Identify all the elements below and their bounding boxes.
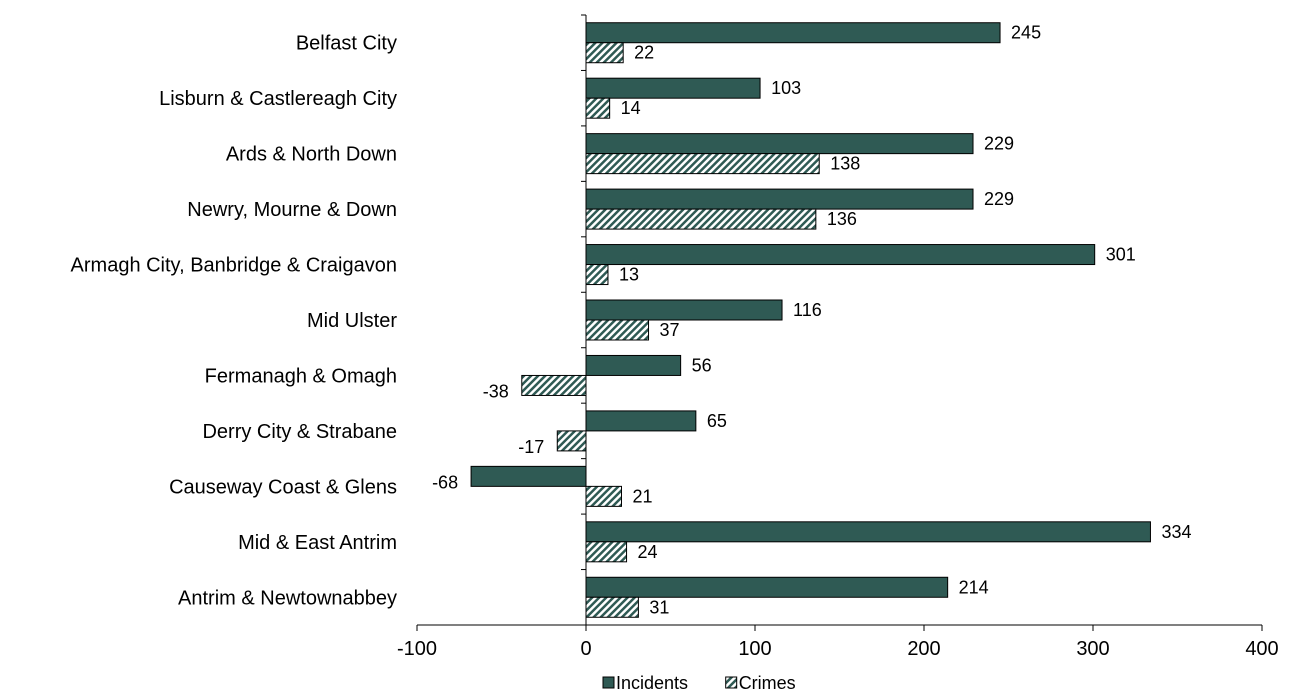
incidents-legend-swatch bbox=[602, 676, 615, 689]
incidents-data-label: 116 bbox=[793, 300, 822, 320]
crimes-bar bbox=[585, 153, 820, 175]
incidents-legend-label: Incidents bbox=[616, 673, 688, 693]
incidents-bar bbox=[585, 521, 1151, 543]
value-tick-label: 200 bbox=[907, 638, 940, 660]
crimes-bar bbox=[585, 97, 611, 119]
plot-area: -100 0 100 200 300 400 Belfast City 245 22 Lisbur… bbox=[71, 14, 1279, 660]
incidents-data-label: 214 bbox=[959, 577, 989, 597]
incidents-data-label: 229 bbox=[984, 189, 1014, 209]
crimes-data-label: 21 bbox=[632, 486, 652, 506]
incidents-bar bbox=[585, 133, 974, 155]
crimes-bar bbox=[521, 374, 587, 396]
crimes-bar bbox=[585, 319, 650, 341]
incidents-bar bbox=[585, 244, 1096, 266]
category-label: Belfast City bbox=[296, 33, 397, 55]
crimes-bar bbox=[585, 264, 609, 286]
incidents-bar bbox=[470, 465, 587, 487]
incidents-data-label: 229 bbox=[984, 134, 1014, 154]
incidents-bar bbox=[585, 77, 761, 99]
crimes-data-label: 13 bbox=[619, 265, 639, 285]
incidents-data-label: 334 bbox=[1161, 522, 1191, 542]
crimes-data-label: 31 bbox=[649, 597, 669, 617]
incidents-bar bbox=[585, 22, 1001, 44]
crimes-data-label: 24 bbox=[638, 542, 658, 562]
category-label: Lisburn & Castlereagh City bbox=[159, 88, 397, 110]
crimes-bar bbox=[585, 208, 817, 230]
category-label: Armagh City, Banbridge & Craigavon bbox=[71, 255, 397, 277]
category-label: Fermanagh & Omagh bbox=[205, 365, 397, 387]
crimes-data-label: 14 bbox=[621, 98, 641, 118]
category-label: Causeway Coast & Glens bbox=[169, 476, 397, 498]
incidents-bar bbox=[585, 354, 682, 376]
legend: Incidents Crimes bbox=[602, 673, 796, 693]
crimes-data-label: -38 bbox=[483, 381, 509, 401]
incidents-data-label: 65 bbox=[707, 411, 727, 431]
crimes-bar bbox=[585, 485, 622, 507]
category-label: Antrim & Newtownabbey bbox=[178, 587, 397, 609]
category-label: Ards & North Down bbox=[226, 144, 397, 166]
incidents-data-label: 56 bbox=[692, 355, 712, 375]
crimes-legend-label: Crimes bbox=[739, 673, 796, 693]
incidents-data-label: 103 bbox=[771, 78, 801, 98]
crimes-bar bbox=[556, 430, 587, 452]
value-tick-label: 0 bbox=[580, 638, 591, 660]
category-label: Derry City & Strabane bbox=[202, 421, 397, 443]
value-tick-label: 100 bbox=[738, 638, 771, 660]
incidents-data-label: 301 bbox=[1106, 245, 1136, 265]
crimes-legend-swatch bbox=[725, 676, 738, 689]
value-tick-label: -100 bbox=[397, 638, 437, 660]
value-tick-label: 400 bbox=[1245, 638, 1278, 660]
crimes-data-label: 22 bbox=[634, 43, 654, 63]
incidents-data-label: -68 bbox=[432, 472, 458, 492]
crimes-bar bbox=[585, 541, 628, 563]
category-label: Mid & East Antrim bbox=[238, 532, 397, 554]
category-label: Newry, Mourne & Down bbox=[187, 199, 397, 221]
crimes-bar bbox=[585, 42, 624, 64]
crimes-data-label: 136 bbox=[827, 209, 857, 229]
crimes-bar bbox=[585, 596, 639, 618]
crimes-data-label: 37 bbox=[660, 320, 680, 340]
incidents-bar bbox=[585, 576, 949, 598]
value-tick-label: 300 bbox=[1076, 638, 1109, 660]
incidents-bar bbox=[585, 410, 697, 432]
incidents-bar bbox=[585, 188, 974, 210]
incidents-bar bbox=[585, 299, 783, 321]
incidents-data-label: 245 bbox=[1011, 23, 1041, 43]
crimes-data-label: -17 bbox=[518, 437, 544, 457]
crimes-data-label: 138 bbox=[830, 154, 860, 174]
category-label: Mid Ulster bbox=[307, 310, 397, 332]
